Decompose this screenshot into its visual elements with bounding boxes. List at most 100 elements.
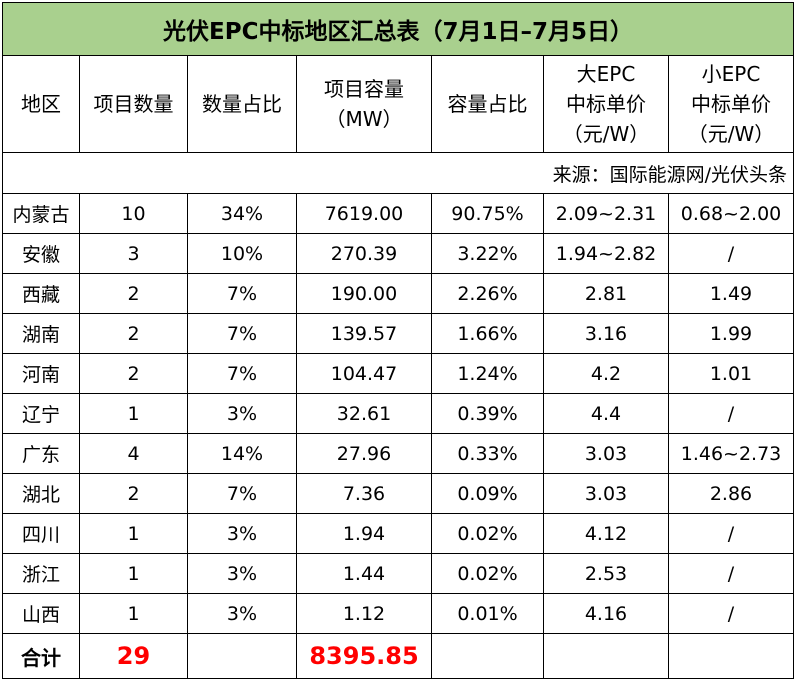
capacity-cell: 1.44 <box>296 553 432 594</box>
capacity-share-cell: 3.22% <box>431 233 544 274</box>
large-epc-price-cell: 4.12 <box>543 513 669 554</box>
small-epc-price-cell: 2.86 <box>668 473 794 514</box>
capacity-share-cell: 0.02% <box>431 553 544 594</box>
large-epc-price-cell: 2.09~2.31 <box>543 193 669 234</box>
table-row: 安徽 3 10% 270.39 3.22% 1.94~2.82/ <box>2 233 794 274</box>
capacity-cell: 32.61 <box>296 393 432 434</box>
large-epc-price-cell: 2.81 <box>543 273 669 314</box>
header-large-epc-price: 大EPC 中标单价 （元/W） <box>543 55 669 153</box>
small-epc-price-cell: / <box>668 513 794 554</box>
count-share-cell: 14% <box>187 433 297 474</box>
region-cell: 辽宁 <box>2 393 80 434</box>
project-count-cell: 10 <box>79 193 188 234</box>
count-share-cell: 7% <box>187 353 297 394</box>
large-epc-price-cell: 2.53 <box>543 553 669 594</box>
region-cell: 四川 <box>2 513 80 554</box>
large-epc-price-cell: 4.4 <box>543 393 669 434</box>
large-epc-price-cell: 4.16 <box>543 593 669 634</box>
capacity-cell: 104.47 <box>296 353 432 394</box>
table-row: 广东 4 14% 27.96 0.33% 3.03 1.46~2.73 <box>2 433 794 474</box>
header-project-capacity: 项目容量 （MW） <box>296 55 432 153</box>
table-row: 浙江 1 3% 1.44 0.02% 2.53/ <box>2 553 794 594</box>
header-capacity-share: 容量占比 <box>431 55 544 153</box>
count-share-cell: 3% <box>187 513 297 554</box>
project-count-cell: 2 <box>79 273 188 314</box>
region-cell: 山西 <box>2 593 80 634</box>
capacity-cell: 270.39 <box>296 233 432 274</box>
capacity-cell: 27.96 <box>296 433 432 474</box>
table-row: 四川 1 3% 1.94 0.02% 4.12/ <box>2 513 794 554</box>
region-cell: 河南 <box>2 353 80 394</box>
region-cell: 浙江 <box>2 553 80 594</box>
small-epc-price-cell: 0.68~2.00 <box>668 193 794 234</box>
large-epc-price-cell: 3.16 <box>543 313 669 354</box>
project-count-cell: 1 <box>79 513 188 554</box>
project-count-cell: 2 <box>79 313 188 354</box>
capacity-share-cell: 0.01% <box>431 593 544 634</box>
project-count-cell: 2 <box>79 353 188 394</box>
count-share-cell: 34% <box>187 193 297 234</box>
capacity-cell: 1.12 <box>296 593 432 634</box>
header-small-epc-price: 小EPC 中标单价 （元/W） <box>668 55 794 153</box>
table-row: 山西 1 3% 1.12 0.01% 4.16/ <box>2 593 794 634</box>
total-capacity: 8395.85 <box>296 633 432 679</box>
header-count-share: 数量占比 <box>187 55 297 153</box>
header-region: 地区 <box>2 55 80 153</box>
header-row: 地区 项目数量 数量占比 项目容量 （MW） 容量占比 大EPC 中标单价 （元/W） 小EPC 中… <box>2 55 794 153</box>
large-epc-price-cell: 3.03 <box>543 473 669 514</box>
capacity-share-cell: 90.75% <box>431 193 544 234</box>
count-share-cell: 7% <box>187 473 297 514</box>
capacity-share-cell: 0.39% <box>431 393 544 434</box>
count-share-cell: 7% <box>187 273 297 314</box>
capacity-cell: 139.57 <box>296 313 432 354</box>
project-count-cell: 1 <box>79 393 188 434</box>
project-count-cell: 1 <box>79 593 188 634</box>
small-epc-price-cell: / <box>668 233 794 274</box>
capacity-share-cell: 1.66% <box>431 313 544 354</box>
small-epc-price-cell: / <box>668 593 794 634</box>
small-epc-price-cell: 1.49 <box>668 273 794 314</box>
capacity-share-cell: 1.24% <box>431 353 544 394</box>
capacity-cell: 1.94 <box>296 513 432 554</box>
project-count-cell: 4 <box>79 433 188 474</box>
table-row: 湖南 2 7% 139.57 1.66% 3.16 1.99 <box>2 313 794 354</box>
small-epc-price-cell: 1.99 <box>668 313 794 354</box>
capacity-cell: 190.00 <box>296 273 432 314</box>
large-epc-price-cell: 3.03 <box>543 433 669 474</box>
region-cell: 西藏 <box>2 273 80 314</box>
large-epc-price-cell: 4.2 <box>543 353 669 394</box>
count-share-cell: 3% <box>187 553 297 594</box>
capacity-share-cell: 0.33% <box>431 433 544 474</box>
table-row: 西藏 2 7% 190.00 2.26% 2.81 1.49 <box>2 273 794 314</box>
count-share-cell: 3% <box>187 393 297 434</box>
count-share-cell: 10% <box>187 233 297 274</box>
table-row: 河南 2 7% 104.47 1.24% 4.2 1.01 <box>2 353 794 394</box>
capacity-cell: 7.36 <box>296 473 432 514</box>
capacity-share-cell: 0.09% <box>431 473 544 514</box>
capacity-cell: 7619.00 <box>296 193 432 234</box>
total-empty-cell <box>431 633 544 679</box>
header-project-count: 项目数量 <box>79 55 188 153</box>
capacity-share-cell: 0.02% <box>431 513 544 554</box>
total-label: 合计 <box>2 633 80 679</box>
small-epc-price-cell: 1.01 <box>668 353 794 394</box>
region-cell: 广东 <box>2 433 80 474</box>
region-cell: 内蒙古 <box>2 193 80 234</box>
table-row: 内蒙古 10 34% 7619.00 90.75% 2.09~2.31 0.68~2.00 <box>2 193 794 234</box>
table-row: 湖北 2 7% 7.36 0.09% 3.03 2.86 <box>2 473 794 514</box>
total-empty-cell <box>187 633 297 679</box>
count-share-cell: 7% <box>187 313 297 354</box>
region-cell: 安徽 <box>2 233 80 274</box>
region-cell: 湖南 <box>2 313 80 354</box>
count-share-cell: 3% <box>187 593 297 634</box>
capacity-share-cell: 2.26% <box>431 273 544 314</box>
large-epc-price-cell: 1.94~2.82 <box>543 233 669 274</box>
small-epc-price-cell: 1.46~2.73 <box>668 433 794 474</box>
total-empty-cell <box>543 633 669 679</box>
table-row: 辽宁 1 3% 32.61 0.39% 4.4/ <box>2 393 794 434</box>
project-count-cell: 3 <box>79 233 188 274</box>
project-count-cell: 2 <box>79 473 188 514</box>
small-epc-price-cell: / <box>668 393 794 434</box>
small-epc-price-cell: / <box>668 553 794 594</box>
